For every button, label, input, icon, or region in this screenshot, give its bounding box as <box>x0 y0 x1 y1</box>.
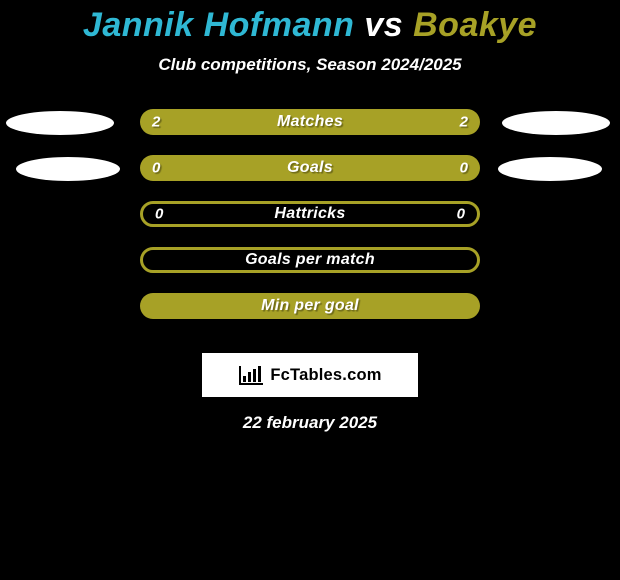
stat-value-right: 0 <box>460 160 468 177</box>
source-text: FcTables.com <box>270 366 381 385</box>
stat-rows: 2 Matches 2 0 Goals 0 0 Hattricks 0 Goals per mat… <box>0 105 620 335</box>
stat-value-left: 0 <box>152 160 160 177</box>
subtitle: Club competitions, Season 2024/2025 <box>0 55 620 75</box>
stat-row: Min per goal <box>0 289 620 335</box>
player2-name: Boakye <box>413 6 537 44</box>
stat-row: Goals per match <box>0 243 620 289</box>
stat-label: Hattricks <box>274 205 345 223</box>
stat-bar: Min per goal <box>140 293 480 319</box>
stat-bar: Goals per match <box>140 247 480 273</box>
stat-bar: 0 Hattricks 0 <box>140 201 480 227</box>
stat-bar: 0 Goals 0 <box>140 155 480 181</box>
stat-value-right: 2 <box>460 114 468 131</box>
comparison-infographic: Jannik Hofmann vs Boakye Club competitio… <box>0 0 620 580</box>
stat-bar: 2 Matches 2 <box>140 109 480 135</box>
stat-row: 2 Matches 2 <box>0 105 620 151</box>
stat-row: 0 Goals 0 <box>0 151 620 197</box>
chart-icon <box>238 364 264 386</box>
stat-label: Matches <box>277 113 343 131</box>
stat-row: 0 Hattricks 0 <box>0 197 620 243</box>
player1-name: Jannik Hofmann <box>83 6 354 44</box>
player2-ellipse <box>502 111 610 135</box>
date-text: 22 february 2025 <box>0 413 620 433</box>
stat-label: Goals per match <box>245 251 375 269</box>
stat-label: Min per goal <box>261 297 359 315</box>
stat-value-left: 0 <box>155 206 163 223</box>
page-title: Jannik Hofmann vs Boakye <box>0 0 620 45</box>
player1-ellipse <box>6 111 114 135</box>
stat-value-left: 2 <box>152 114 160 131</box>
player2-ellipse <box>498 157 602 181</box>
player1-ellipse <box>16 157 120 181</box>
stat-value-right: 0 <box>457 206 465 223</box>
stat-label: Goals <box>287 159 333 177</box>
source-badge: FcTables.com <box>202 353 418 397</box>
vs-text: vs <box>364 6 403 44</box>
